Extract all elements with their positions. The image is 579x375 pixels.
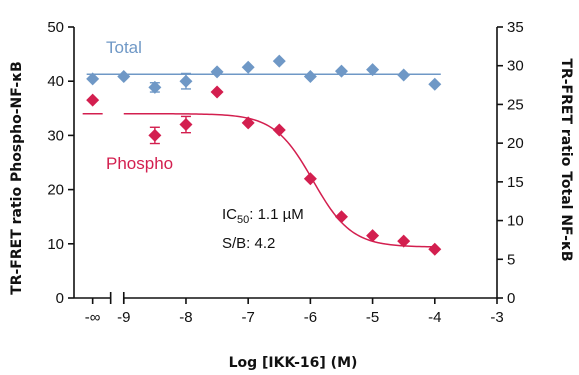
data-point-phospho [241,116,255,130]
data-point-phospho [303,172,317,186]
sb-annotation: S/B: 4.2 [222,235,275,252]
data-point-total [241,60,255,74]
data-point-total [272,54,286,68]
x-axis-ticks: -∞ -9 -8 -7 -6 -5 -4 -3 [85,298,504,326]
right-y-tick-label: 10 [507,213,524,230]
data-point-total [117,70,131,84]
x-tick-label: -7 [242,309,255,326]
data-point-total [179,74,193,88]
data-points [86,54,442,256]
data-point-phospho [272,123,286,137]
x-axis-title: Log [IKK-16] (M) [229,355,358,371]
data-point-total [334,64,348,78]
ic50-value: : 1.1 µM [249,206,304,223]
y-axis-title-right: TR-FRET ratio Total NF-κB [558,58,574,261]
data-point-phospho [86,93,100,107]
right-y-tick-label: 25 [507,96,524,113]
left-y-tick-label: 50 [47,19,64,36]
left-y-axis-ticks: 0 10 20 30 40 50 [47,19,74,307]
data-point-phospho [428,242,442,256]
data-point-total [148,80,162,94]
x-tick-label: -5 [366,309,379,326]
left-y-tick-label: 30 [47,127,64,144]
data-point-phospho [148,128,162,142]
left-y-tick-label: 0 [56,290,64,307]
data-point-total [428,77,442,91]
data-point-phospho [366,229,380,243]
data-point-total [303,70,317,84]
data-point-phospho [210,85,224,99]
right-y-axis-ticks: 0 5 10 15 20 25 30 35 [497,19,524,307]
data-point-phospho [179,118,193,132]
right-y-tick-label: 20 [507,135,524,152]
data-point-total [86,72,100,86]
data-point-phospho [334,210,348,224]
x-tick-label: -∞ [85,309,101,326]
right-y-tick-label: 0 [507,290,515,307]
x-tick-label: -6 [304,309,317,326]
left-y-tick-label: 10 [47,236,64,253]
left-y-tick-label: 20 [47,182,64,199]
y-axis-title-left: TR-FRET ratio Phospho-NF-κB [9,61,25,295]
ic50-subscript: 50 [237,214,249,226]
right-y-tick-label: 35 [507,19,524,36]
right-y-tick-label: 5 [507,251,515,268]
data-point-phospho [397,234,411,248]
series-label-phospho: Phospho [106,154,173,173]
x-tick-label: -9 [117,309,130,326]
data-point-total [397,68,411,82]
ic50-prefix: IC [222,206,237,223]
x-tick-label: -4 [428,309,441,326]
x-tick-label: -3 [490,309,503,326]
right-y-tick-label: 15 [507,174,524,191]
series-label-total: Total [106,38,142,57]
data-point-total [210,65,224,79]
left-y-tick-label: 40 [47,73,64,90]
ic50-annotation: IC50: 1.1 µM [222,206,304,226]
right-y-tick-label: 30 [507,58,524,75]
data-point-total [366,63,380,77]
x-tick-label: -8 [179,309,192,326]
